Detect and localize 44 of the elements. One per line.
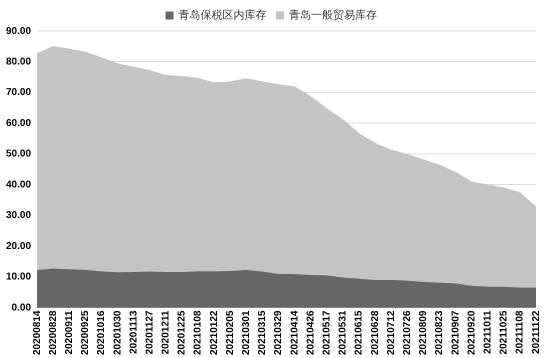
y-tick-label: 0.00 — [12, 302, 32, 314]
y-tick-label: 60.00 — [6, 118, 32, 129]
y-tick-label: 20.00 — [6, 240, 32, 252]
y-tick-label: 80.00 — [6, 56, 32, 68]
x-tick-label: 20201030 — [112, 310, 124, 356]
x-tick-label: 20201211 — [160, 310, 172, 354]
y-tick-label: 10.00 — [6, 272, 32, 283]
x-tick-label: 20210426 — [305, 310, 316, 356]
x-tick-label: 20201127 — [144, 310, 156, 354]
x-tick-label: 20211122 — [530, 310, 542, 354]
x-tick-label: 20210531 — [338, 310, 349, 356]
x-tick-label: 20201113 — [128, 310, 140, 354]
x-tick-label: 20210726 — [402, 310, 413, 356]
x-tick-label: 20210301 — [241, 310, 252, 356]
y-tick-label: 30.00 — [6, 210, 32, 222]
x-tick-label: 20211025 — [498, 310, 510, 354]
x-tick-label: 20211011 — [482, 310, 494, 354]
x-tick-label: 20210122 — [208, 310, 220, 356]
x-tick-label: 20210414 — [289, 310, 300, 356]
x-tick-label: 20210108 — [192, 310, 204, 356]
x-tick-label: 20201016 — [96, 310, 108, 356]
x-tick-label: 20210205 — [224, 310, 236, 356]
x-tick-label: 20210823 — [434, 310, 446, 356]
legend-label: 青岛一般贸易库存 — [289, 8, 377, 22]
x-tick-label: 20210628 — [370, 310, 381, 356]
x-tick-label: 20200828 — [48, 310, 59, 356]
legend-label: 青岛保税区内库存 — [178, 8, 266, 22]
y-tick-label: 40.00 — [6, 179, 32, 190]
x-tick-label: 20210517 — [322, 310, 332, 356]
x-tick-label: 20210712 — [386, 310, 397, 356]
x-tick-label: 20200925 — [80, 310, 92, 356]
x-tick-label: 20211108 — [514, 310, 526, 354]
x-tick-label: 20210809 — [418, 310, 430, 356]
y-tick-label: 50.00 — [6, 148, 32, 160]
x-tick-label: 20210615 — [354, 310, 365, 356]
y-tick-label: 70.00 — [6, 87, 32, 98]
x-tick-label: 20200814 — [32, 310, 43, 356]
x-tick-label: 20210907 — [450, 310, 462, 356]
x-tick-label: 20201225 — [176, 310, 188, 356]
x-tick-label: 20210920 — [466, 310, 478, 356]
y-tick-label: 90.00 — [6, 26, 32, 37]
x-tick-label: 20210329 — [273, 310, 284, 356]
x-tick-label: 20210315 — [257, 310, 268, 356]
x-tick-label: 20200911 — [64, 310, 75, 354]
